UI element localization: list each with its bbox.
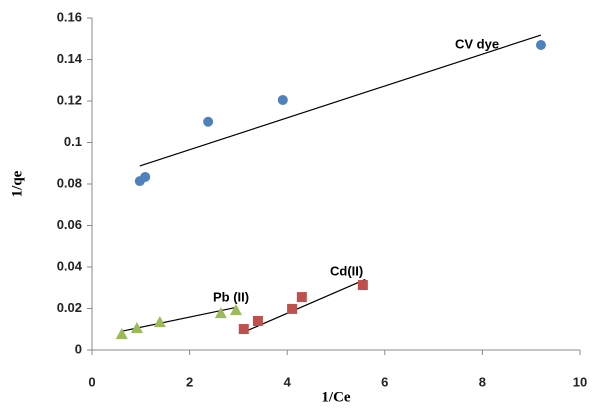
point — [535, 39, 546, 50]
point — [153, 315, 166, 327]
trendline — [139, 34, 542, 167]
point — [203, 116, 214, 127]
point — [115, 328, 128, 340]
point — [140, 171, 151, 182]
point — [214, 307, 227, 319]
series-label: CV dye — [455, 36, 499, 51]
y-tick-label: 0.14 — [57, 51, 83, 66]
x-tick-label: 6 — [381, 374, 388, 389]
y-tick-label: 0.04 — [57, 258, 83, 273]
point — [229, 303, 242, 315]
y-tick-label: 0.12 — [57, 92, 82, 107]
x-tick-label: 4 — [284, 374, 292, 389]
point — [287, 303, 298, 314]
point — [130, 322, 143, 334]
x-tick-label: 0 — [88, 374, 95, 389]
y-tick-label: 0.16 — [57, 9, 82, 24]
y-tick-label: 0.02 — [57, 300, 82, 315]
y-tick-label: 0.08 — [57, 175, 82, 190]
x-tick-label: 8 — [479, 374, 486, 389]
trendline — [243, 278, 366, 333]
point — [252, 315, 263, 326]
y-tick-label: 0.1 — [64, 134, 82, 149]
trendline — [121, 306, 237, 332]
y-tick-label: 0 — [75, 341, 82, 356]
x-tick-label: 10 — [573, 374, 587, 389]
y-axis-title: 1/qe — [9, 170, 25, 197]
series-label: Cd(II) — [330, 263, 363, 278]
point — [357, 280, 368, 291]
y-tick-label: 0.06 — [57, 217, 82, 232]
x-tick-label: 2 — [186, 374, 193, 389]
point — [238, 324, 249, 335]
series-label: Pb (II) — [213, 289, 249, 304]
point — [277, 94, 288, 105]
point — [296, 292, 307, 303]
x-axis-title: 1/Ce — [321, 389, 351, 405]
